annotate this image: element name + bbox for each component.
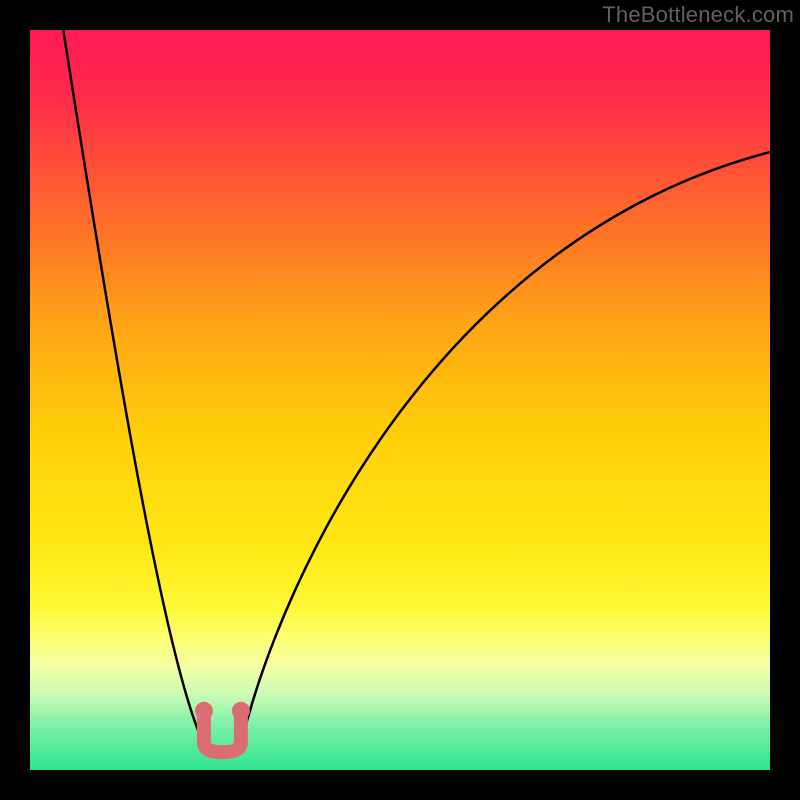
chart-gradient-area xyxy=(30,30,770,770)
optimum-marker-dot-left xyxy=(195,702,213,720)
bottleneck-chart-svg xyxy=(0,0,800,800)
optimum-marker-dot-right xyxy=(232,702,250,720)
chart-container: TheBottleneck.com xyxy=(0,0,800,800)
watermark-text: TheBottleneck.com xyxy=(602,2,794,28)
